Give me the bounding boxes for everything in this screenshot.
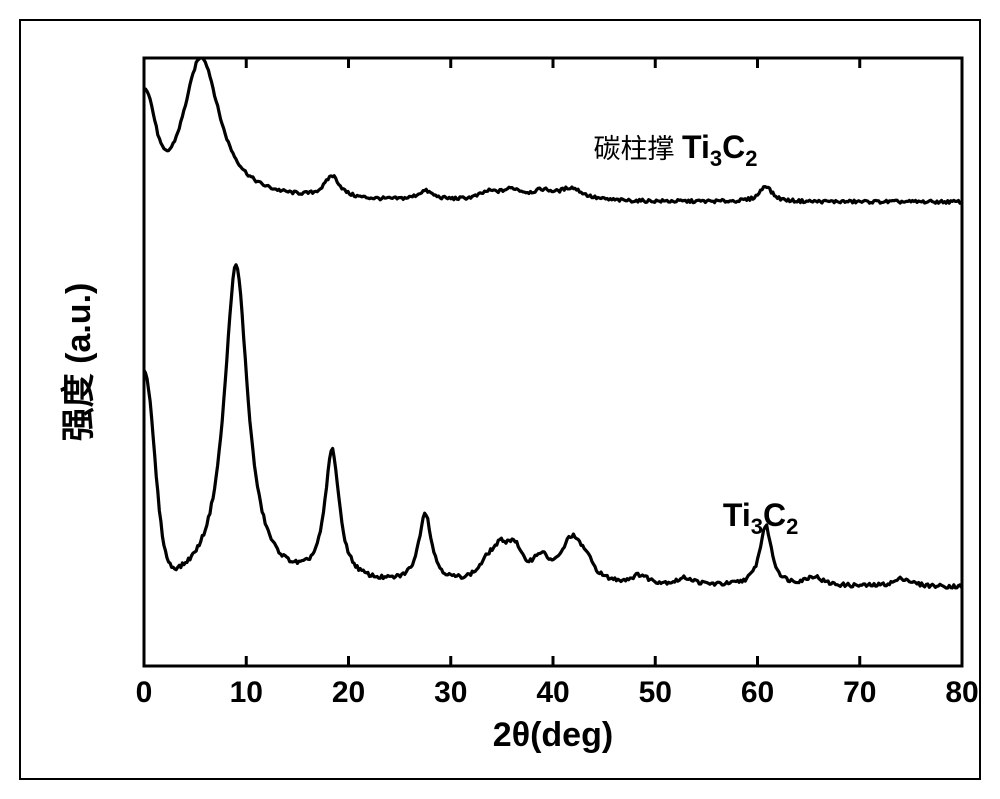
y-axis-label: 强度 (a.u.) <box>60 283 98 442</box>
x-tick-label: 10 <box>230 676 263 709</box>
x-tick-label: 20 <box>332 676 365 709</box>
xrd-chart: 010203040506070802θ(deg)强度 (a.u.)碳柱撑 Ti3… <box>0 0 1000 799</box>
x-tick-label: 60 <box>741 676 774 709</box>
chart-svg: 010203040506070802θ(deg)强度 (a.u.)碳柱撑 Ti3… <box>0 0 1000 799</box>
x-tick-label: 0 <box>136 676 153 709</box>
x-tick-label: 80 <box>945 676 978 709</box>
x-tick-label: 40 <box>536 676 569 709</box>
x-tick-label: 50 <box>639 676 672 709</box>
x-axis-label: 2θ(deg) <box>493 716 613 754</box>
x-tick-label: 70 <box>843 676 876 709</box>
x-tick-label: 30 <box>434 676 467 709</box>
